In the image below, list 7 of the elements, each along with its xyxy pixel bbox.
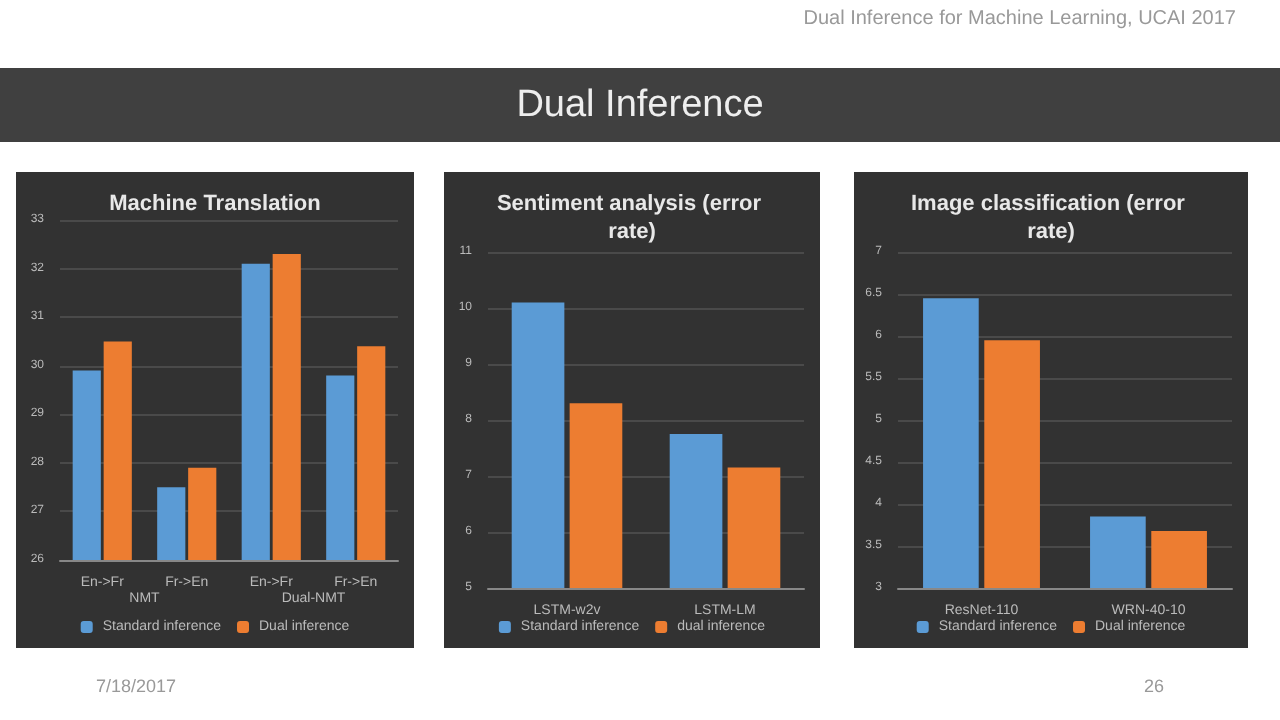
text: 26 xyxy=(1144,676,1165,696)
text: 7/18/2017 xyxy=(96,676,177,696)
chart-title: Sentiment analysis (error rate) xyxy=(496,192,768,244)
chart-title: Image classification (error rate) xyxy=(911,192,1191,244)
text: Dual Inference xyxy=(0,68,1280,142)
text: Dual Inference for Machine Learning, UCAI 2017 xyxy=(803,8,1236,30)
chart-title: Machine Translation xyxy=(109,192,322,216)
